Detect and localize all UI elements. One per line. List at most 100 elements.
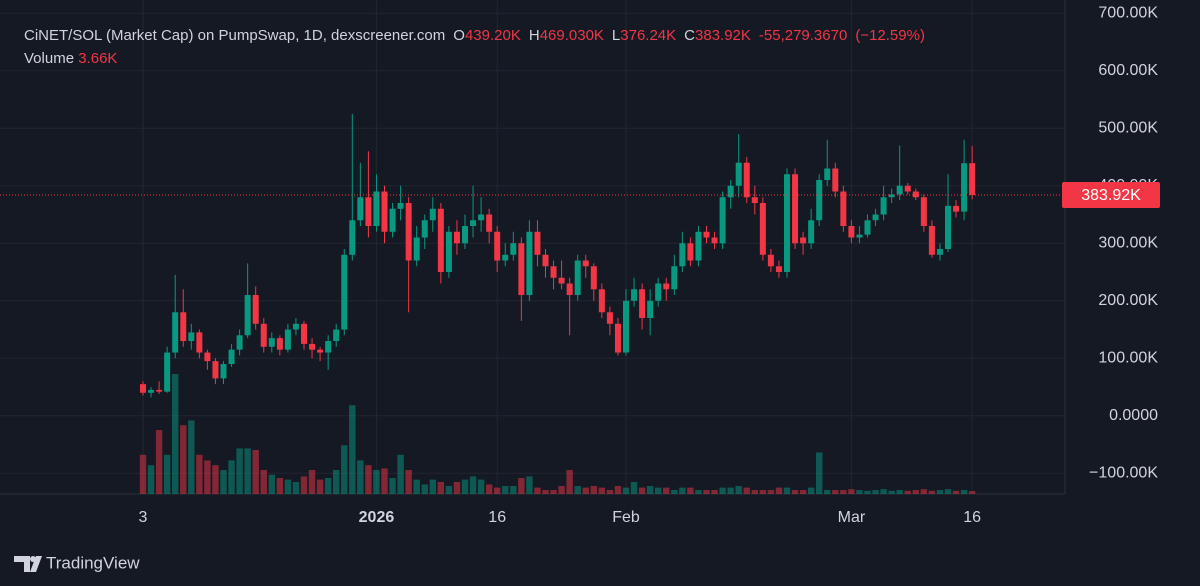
candle-body	[212, 361, 219, 379]
candle-body	[341, 254, 348, 330]
x-tick-label: Feb	[612, 509, 640, 526]
legend-line: CiNET/SOL (Market Cap) on PumpSwap, 1D, …	[24, 24, 925, 47]
candle-body	[912, 191, 919, 198]
candle-body	[655, 283, 662, 301]
volume-bar	[767, 490, 775, 494]
candle-body	[188, 332, 195, 342]
volume-bar	[904, 490, 911, 494]
legend-line: Volume 3.66K	[24, 47, 925, 70]
volume-bar	[590, 486, 597, 494]
candle-body	[317, 349, 324, 353]
candle-body	[872, 214, 879, 221]
candle-body	[647, 300, 654, 319]
brand-logo	[14, 556, 42, 572]
volume-bar	[679, 487, 686, 494]
grid	[0, 0, 1065, 494]
volume-label: Volume	[24, 50, 75, 67]
candle-body	[172, 312, 179, 353]
volume-bar	[276, 478, 284, 494]
volume-bar	[518, 478, 525, 494]
volume-bar	[469, 476, 477, 494]
candle-body	[856, 234, 863, 238]
volume-bar	[437, 482, 445, 494]
candle-body	[389, 208, 396, 232]
candle-body	[784, 174, 790, 273]
ohlc-key: O	[453, 27, 465, 44]
volume-bar	[920, 489, 928, 494]
candle-body	[301, 323, 307, 344]
volume-bar	[719, 487, 726, 494]
volume-bar	[952, 490, 960, 494]
volume-bar	[534, 487, 541, 494]
candle-body	[325, 341, 332, 353]
volume-bar	[783, 487, 791, 494]
volume-bar	[735, 486, 742, 494]
candle-body	[751, 197, 758, 204]
x-tick-label: 2026	[359, 509, 395, 526]
candle-body	[840, 191, 847, 227]
volume-bar	[606, 490, 614, 494]
change-percent: (−12.59%)	[855, 27, 925, 44]
candle-body	[558, 277, 565, 284]
volume-bar	[687, 487, 694, 494]
candle-body	[864, 220, 871, 235]
candle-body	[904, 185, 911, 192]
candle-body	[623, 300, 629, 353]
candle-body	[236, 335, 243, 350]
candle-body	[759, 203, 766, 255]
candle-body	[566, 283, 573, 296]
candle-body	[735, 162, 742, 186]
candle-body	[775, 266, 782, 273]
candle-body	[292, 323, 299, 330]
volume-bar	[703, 490, 710, 494]
volume-bar	[655, 487, 662, 494]
volume-bar	[341, 445, 348, 494]
candle-body	[598, 289, 605, 313]
axes: 700.00K600.00K500.00K400.00K300.00K200.0…	[0, 4, 1160, 526]
volume-bar	[832, 490, 839, 494]
ohlc-value: 383.92K	[695, 27, 751, 44]
volume-bars	[139, 374, 976, 494]
volume-bar	[646, 486, 654, 494]
volume-bar	[365, 465, 372, 494]
volume-bar	[526, 476, 533, 494]
y-tick-label: 600.00K	[1098, 62, 1158, 79]
candle-body	[220, 364, 227, 379]
volume-bar	[912, 490, 919, 494]
ohlc-key: L	[611, 27, 621, 44]
candle-body	[357, 197, 364, 221]
candles	[140, 113, 976, 398]
volume-bar	[163, 454, 171, 494]
candle-body	[614, 323, 621, 353]
volume-bar	[268, 474, 275, 494]
change-value: -55,279.3670	[758, 27, 848, 44]
volume-bar	[582, 487, 589, 494]
candle-body	[180, 312, 187, 342]
candle-body	[880, 197, 887, 215]
candle-body	[494, 231, 501, 261]
candle-body	[453, 231, 460, 244]
x-tick-label: 3	[139, 509, 148, 526]
volume-bar	[510, 486, 517, 494]
volume-bar	[816, 452, 823, 494]
candle-body	[252, 295, 259, 324]
candle-body	[260, 323, 267, 347]
volume-bar	[695, 490, 702, 494]
volume-bar	[928, 490, 936, 494]
volume-bar	[300, 476, 308, 494]
candle-body	[526, 231, 533, 296]
volume-bar	[663, 487, 670, 494]
candle-body	[631, 289, 638, 301]
candle-body	[936, 249, 943, 255]
candle-body	[961, 163, 968, 212]
volume-bar	[944, 489, 952, 494]
candle-body	[574, 260, 581, 296]
candle-body	[969, 163, 976, 196]
volume-value: 3.66K	[78, 50, 118, 67]
candle-body	[276, 338, 283, 350]
candle-body	[824, 168, 831, 181]
candle-body	[767, 254, 774, 267]
y-tick-label: 200.00K	[1098, 292, 1158, 309]
volume-bar	[807, 487, 815, 494]
